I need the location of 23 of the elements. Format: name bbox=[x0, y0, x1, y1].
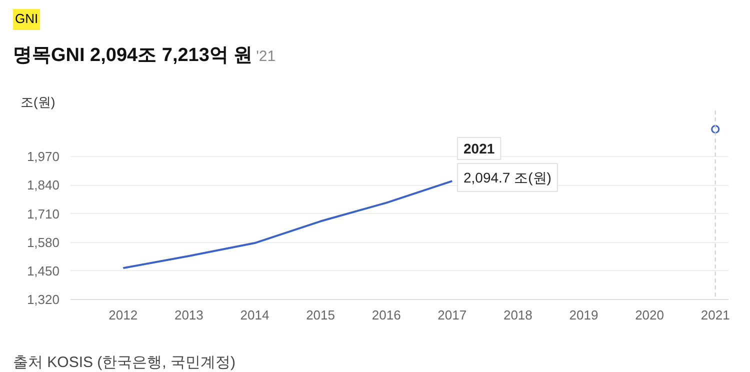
y-axis-title: 조(원) bbox=[20, 94, 56, 110]
source-note: 출처 KOSIS (한국은행, 국민계정) bbox=[13, 353, 236, 372]
x-tick-label: 2019 bbox=[569, 308, 598, 322]
y-tick-label: 1,970 bbox=[26, 149, 60, 164]
x-tick-label: 2017 bbox=[438, 308, 467, 322]
annotation: 2021 bbox=[464, 140, 495, 156]
x-tick-label: 2014 bbox=[240, 308, 270, 322]
x-tick-label: 2012 bbox=[108, 308, 138, 322]
annotation: 2,094.7 조(원) bbox=[464, 170, 552, 186]
y-tick-label: 1,580 bbox=[26, 234, 60, 250]
x-tick-label: 2013 bbox=[174, 308, 204, 322]
y-tick-label: 1,710 bbox=[26, 206, 60, 222]
y-tick-label: 1,450 bbox=[26, 263, 60, 278]
chart-title: 명목GNI 2,094조 7,213억 원 bbox=[13, 44, 253, 66]
text: GNI bbox=[13, 9, 40, 30]
x-tick-label: 2020 bbox=[635, 308, 664, 322]
x-tick-label: 2016 bbox=[372, 308, 401, 322]
chart-subtitle: '21 bbox=[256, 48, 276, 65]
x-tick-label: 2018 bbox=[503, 308, 532, 322]
y-tick-label: 1,320 bbox=[26, 292, 60, 307]
x-tick-label: 2021 bbox=[700, 308, 730, 322]
y-tick-label: 1,840 bbox=[26, 178, 60, 193]
x-tick-label: 2015 bbox=[306, 308, 335, 322]
